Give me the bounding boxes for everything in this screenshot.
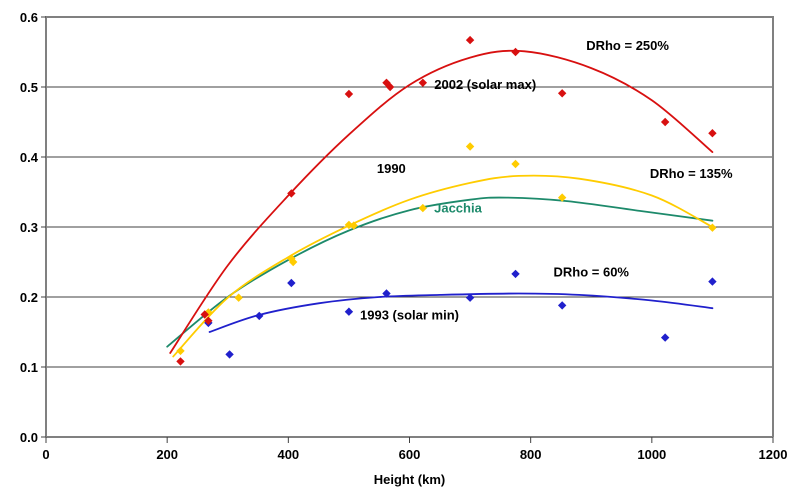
fit-curves	[166, 49, 714, 358]
data-point-2002-solar-max-	[660, 117, 670, 127]
x-axis-tick-label: 600	[399, 447, 421, 462]
data-point-1993-solar-min-	[344, 307, 354, 316]
data-point-1993-solar-min-	[660, 333, 670, 342]
data-point-1990	[349, 221, 358, 230]
annotation-series-1993: 1993 (solar min)	[360, 307, 459, 322]
data-point-1993-solar-min-	[382, 289, 391, 298]
x-axis-tick-label: 200	[156, 447, 178, 462]
annotation-drho-135: DRho = 135%	[650, 166, 733, 181]
data-point-1990	[234, 293, 243, 302]
x-axis-tick-label: 1200	[759, 447, 788, 462]
x-axis-tick-label: 0	[42, 447, 49, 462]
data-point-2002-solar-max-	[511, 47, 520, 57]
data-point-1990	[557, 193, 567, 202]
x-axis-title: Height (km)	[374, 472, 446, 487]
data-point-1990	[465, 142, 475, 151]
annotation-series-1990: 1990	[377, 161, 406, 176]
data-point-1993-solar-min-	[287, 278, 296, 288]
data-point-2002-solar-max-	[418, 78, 428, 87]
y-axis-tick-label: 0.5	[20, 80, 38, 95]
y-axis-tick-labels: 0.0 0.1 0.2 0.3 0.4 0.5 0.6	[20, 10, 46, 445]
y-axis-tick-label: 0.6	[20, 10, 38, 25]
fit-curve-jacchia	[166, 196, 714, 348]
annotation-drho-60: DRho = 60%	[554, 265, 630, 280]
annotation-drho-250: DRho = 250%	[586, 38, 669, 53]
data-point-1993-solar-min-	[225, 350, 234, 359]
y-axis-tick-label: 0.3	[20, 220, 38, 235]
data-point-2002-solar-max-	[200, 310, 209, 319]
data-point-2002-solar-max-	[385, 82, 395, 92]
data-point-1993-solar-min-	[255, 311, 264, 321]
fit-curve-1990	[172, 174, 714, 358]
data-point-1993-solar-min-	[708, 277, 717, 286]
data-point-1993-solar-min-	[511, 269, 520, 279]
data-point-2002-solar-max-	[708, 129, 717, 138]
x-axis-tick-labels: 0 200 400 600 800 1000 1200	[42, 437, 787, 462]
y-axis-tick-label: 0.2	[20, 290, 38, 305]
data-point-2002-solar-max-	[465, 35, 475, 45]
y-axis-tick-label: 0.0	[20, 430, 38, 445]
data-point-1990	[511, 159, 520, 169]
x-axis-tick-label: 1000	[637, 447, 666, 462]
data-point-1990	[288, 257, 298, 267]
y-axis-tick-label: 0.1	[20, 360, 38, 375]
y-axis-tick-label: 0.4	[20, 150, 39, 165]
data-point-markers	[176, 35, 717, 366]
annotation-series-2002: 2002 (solar max)	[434, 77, 536, 92]
data-point-2002-solar-max-	[287, 189, 296, 198]
data-point-1990	[176, 346, 185, 356]
data-point-2002-solar-max-	[176, 357, 185, 366]
data-point-1993-solar-min-	[465, 293, 475, 302]
data-point-1993-solar-min-	[557, 301, 567, 310]
chart-annotations: DRho = 250% 2002 (solar max) 1990 DRho = 13…	[360, 38, 733, 322]
x-axis-tick-label: 400	[277, 447, 299, 462]
data-point-2002-solar-max-	[344, 89, 354, 99]
fit-curve-2002-solar-max-	[169, 49, 714, 354]
x-axis-tick-label: 800	[520, 447, 542, 462]
annotation-series-jacchia: Jacchia	[434, 200, 482, 215]
data-point-1990	[708, 223, 717, 232]
data-point-1990	[418, 203, 428, 213]
fit-curve-1993-solar-min-	[208, 292, 714, 333]
data-point-2002-solar-max-	[557, 89, 567, 98]
data-point-2002-solar-max-	[204, 316, 213, 325]
